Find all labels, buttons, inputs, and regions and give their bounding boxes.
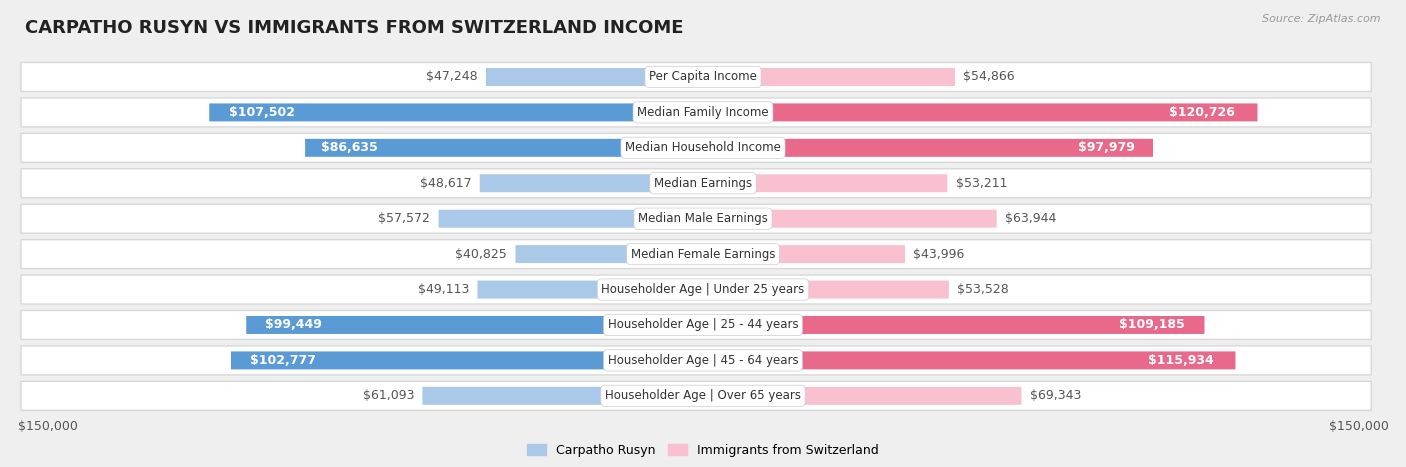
Text: $97,979: $97,979 [1078,142,1135,154]
FancyBboxPatch shape [703,103,1257,121]
FancyBboxPatch shape [486,68,703,86]
Text: $48,617: $48,617 [420,177,471,190]
FancyBboxPatch shape [21,240,1371,269]
Text: Householder Age | 45 - 64 years: Householder Age | 45 - 64 years [607,354,799,367]
FancyBboxPatch shape [21,98,1371,127]
FancyBboxPatch shape [21,169,1371,198]
Text: $43,996: $43,996 [914,248,965,261]
Text: Householder Age | Over 65 years: Householder Age | Over 65 years [605,389,801,403]
Text: $49,113: $49,113 [418,283,470,296]
FancyBboxPatch shape [703,387,1022,405]
Text: $107,502: $107,502 [229,106,295,119]
FancyBboxPatch shape [21,204,1371,233]
Legend: Carpatho Rusyn, Immigrants from Switzerland: Carpatho Rusyn, Immigrants from Switzerl… [527,444,879,457]
Text: $150,000: $150,000 [1329,420,1389,433]
FancyBboxPatch shape [703,351,1236,369]
Text: $57,572: $57,572 [378,212,430,225]
Text: $86,635: $86,635 [321,142,378,154]
FancyBboxPatch shape [516,245,703,263]
FancyBboxPatch shape [703,68,955,86]
FancyBboxPatch shape [231,351,703,369]
FancyBboxPatch shape [21,134,1371,163]
Text: $99,449: $99,449 [264,318,322,332]
Text: $63,944: $63,944 [1005,212,1056,225]
Text: Householder Age | 25 - 44 years: Householder Age | 25 - 44 years [607,318,799,332]
Text: Median Family Income: Median Family Income [637,106,769,119]
FancyBboxPatch shape [479,174,703,192]
FancyBboxPatch shape [439,210,703,228]
Text: $150,000: $150,000 [17,420,77,433]
Text: $109,185: $109,185 [1119,318,1184,332]
Text: $102,777: $102,777 [250,354,316,367]
FancyBboxPatch shape [21,311,1371,340]
Text: $54,866: $54,866 [963,71,1015,84]
FancyBboxPatch shape [478,281,703,298]
Text: $53,211: $53,211 [956,177,1007,190]
Text: Householder Age | Under 25 years: Householder Age | Under 25 years [602,283,804,296]
FancyBboxPatch shape [209,103,703,121]
FancyBboxPatch shape [703,281,949,298]
Text: $120,726: $120,726 [1170,106,1236,119]
Text: Median Earnings: Median Earnings [654,177,752,190]
FancyBboxPatch shape [21,382,1371,410]
Text: CARPATHO RUSYN VS IMMIGRANTS FROM SWITZERLAND INCOME: CARPATHO RUSYN VS IMMIGRANTS FROM SWITZE… [25,19,683,37]
Text: $53,528: $53,528 [957,283,1010,296]
FancyBboxPatch shape [21,346,1371,375]
Text: Median Household Income: Median Household Income [626,142,780,154]
Text: $69,343: $69,343 [1029,389,1081,403]
Text: $115,934: $115,934 [1149,354,1215,367]
Text: Per Capita Income: Per Capita Income [650,71,756,84]
FancyBboxPatch shape [422,387,703,405]
Text: Source: ZipAtlas.com: Source: ZipAtlas.com [1263,14,1381,24]
Text: $47,248: $47,248 [426,71,478,84]
FancyBboxPatch shape [703,139,1153,157]
FancyBboxPatch shape [246,316,703,334]
FancyBboxPatch shape [703,245,905,263]
FancyBboxPatch shape [703,210,997,228]
FancyBboxPatch shape [305,139,703,157]
Text: $40,825: $40,825 [456,248,508,261]
FancyBboxPatch shape [21,63,1371,92]
Text: Median Female Earnings: Median Female Earnings [631,248,775,261]
Text: Median Male Earnings: Median Male Earnings [638,212,768,225]
Text: $61,093: $61,093 [363,389,415,403]
FancyBboxPatch shape [703,174,948,192]
FancyBboxPatch shape [703,316,1205,334]
FancyBboxPatch shape [21,275,1371,304]
